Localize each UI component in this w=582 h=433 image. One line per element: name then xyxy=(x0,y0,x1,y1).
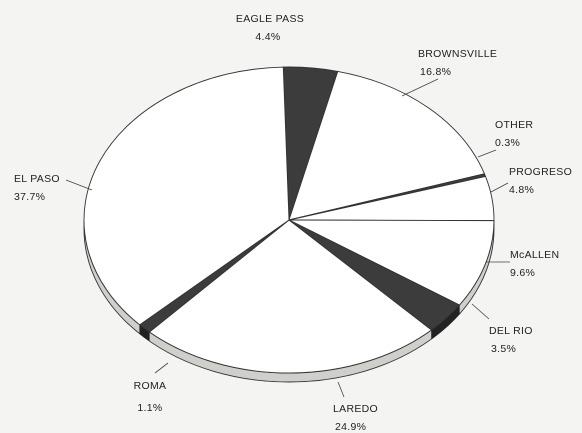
slice-value-progreso: 4.8% xyxy=(509,184,534,196)
pie-slice-el-paso xyxy=(83,66,290,326)
pie-slice-laredo xyxy=(148,219,432,374)
leader-line-other xyxy=(477,149,497,158)
slice-value-roma: 1.1% xyxy=(137,402,162,414)
leader-line-laredo xyxy=(337,381,345,398)
slice-value-mcallen: 9.6% xyxy=(510,267,535,279)
slice-label-eagle-pass: EAGLE PASS xyxy=(236,13,304,25)
leader-line-del-rio xyxy=(471,303,490,320)
slice-value-laredo: 24.9% xyxy=(335,421,366,433)
slice-value-brownsville: 16.8% xyxy=(420,66,451,78)
slice-label-other: OTHER xyxy=(495,119,533,131)
slice-label-el-paso: EL PASO xyxy=(14,173,60,185)
slice-value-el-paso: 37.7% xyxy=(14,191,45,203)
pie-slice-brownsville xyxy=(288,70,485,221)
slice-value-del-rio: 3.5% xyxy=(491,343,516,355)
slice-label-brownsville: BROWNSVILLE xyxy=(418,48,497,60)
slice-label-mcallen: McALLEN xyxy=(510,249,559,261)
leader-line-progreso xyxy=(490,182,509,193)
slice-label-laredo: LAREDO xyxy=(333,403,378,415)
leader-line-el-paso xyxy=(65,179,93,191)
leader-line-brownsville xyxy=(401,78,439,97)
leader-line-roma xyxy=(154,362,169,374)
slice-label-del-rio: DEL RIO xyxy=(489,325,533,337)
pie-slice-mcallen xyxy=(288,219,495,306)
slice-label-progreso: PROGRESO xyxy=(509,166,572,178)
slice-value-other: 0.3% xyxy=(495,137,520,149)
slice-label-roma: ROMA xyxy=(134,380,167,392)
slice-value-eagle-pass: 4.4% xyxy=(255,31,280,43)
